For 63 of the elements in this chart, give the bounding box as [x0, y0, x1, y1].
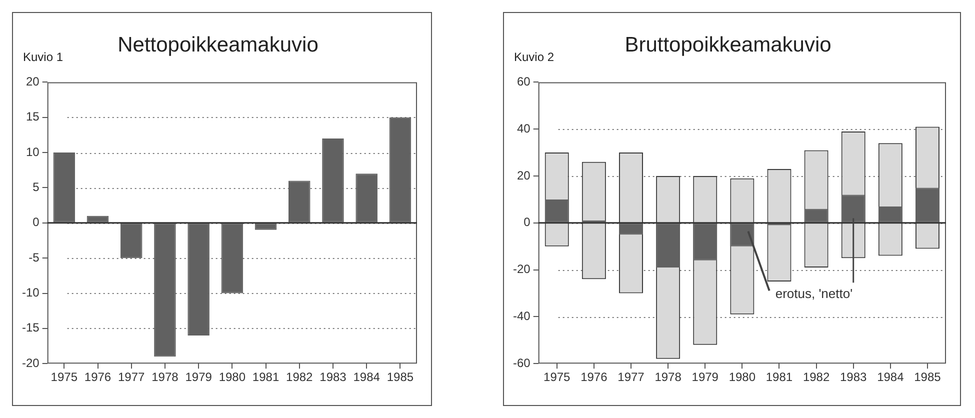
chart-subtitle: Kuvio 1 — [23, 50, 64, 64]
y-tick-label: 20 — [26, 74, 40, 89]
y-tick-label: -10 — [22, 286, 40, 300]
y-tick-label: 0 — [524, 215, 531, 230]
y-tick-label: 60 — [516, 74, 531, 89]
bar — [915, 188, 940, 222]
y-tick-label: -40 — [513, 309, 531, 324]
y-tick-label: -15 — [22, 320, 40, 335]
bar — [693, 223, 718, 260]
x-tick-label: 1981 — [766, 370, 793, 384]
x-tick-label: 1983 — [840, 370, 868, 384]
x-tick-label: 1977 — [618, 370, 645, 384]
bar — [322, 138, 344, 222]
y-tick-label: 5 — [32, 180, 40, 194]
bar — [656, 223, 680, 268]
y-tick-label: -5 — [28, 250, 40, 264]
y-tick-label: 10 — [26, 144, 40, 159]
bar — [841, 194, 866, 222]
x-tick-label: 1978 — [152, 370, 179, 384]
x-tick-label: 1976 — [580, 370, 608, 384]
chart-subtitle: Kuvio 2 — [514, 50, 554, 64]
x-tick-label: 1985 — [386, 370, 414, 384]
bar — [53, 152, 76, 222]
bar — [356, 174, 378, 222]
x-tick-label: 1977 — [118, 370, 146, 384]
x-tick-label: 1976 — [84, 370, 112, 384]
x-tick-label: 1982 — [286, 370, 314, 384]
bar — [221, 223, 244, 294]
x-tick-label: 1984 — [353, 370, 380, 384]
x-tick-label: 1984 — [877, 370, 904, 384]
x-tick-label: 1979 — [185, 370, 212, 384]
bar — [389, 117, 412, 222]
x-tick-label: 1985 — [914, 370, 942, 384]
x-tick-label: 1979 — [692, 370, 719, 384]
bar — [188, 223, 210, 336]
y-tick-label: -20 — [22, 356, 40, 370]
y-tick-label: 15 — [26, 110, 40, 124]
x-tick-label: 1983 — [320, 370, 347, 384]
x-tick-label: 1982 — [802, 370, 830, 384]
bar — [544, 199, 569, 222]
chart-title: Nettopoikkeamakuvio — [118, 33, 318, 56]
y-tick-label: 20 — [516, 168, 531, 182]
y-tick-label: -60 — [513, 356, 531, 370]
bar — [730, 223, 754, 246]
annotation: erotus, 'netto' — [775, 286, 853, 302]
x-tick-label: 1975 — [544, 370, 571, 384]
y-tick-label: 40 — [516, 121, 531, 136]
x-tick-label: 1975 — [50, 370, 78, 384]
x-tick-label: 1980 — [728, 370, 756, 384]
x-tick-label: 1978 — [654, 370, 682, 384]
bar — [154, 223, 176, 357]
y-tick-label: 0 — [32, 215, 40, 230]
bar — [86, 216, 109, 222]
x-tick-label: 1981 — [252, 370, 280, 384]
bar — [288, 180, 310, 222]
x-tick-label: 1980 — [218, 370, 246, 384]
bar — [120, 223, 142, 258]
chart-title: Bruttopoikkeamakuvio — [624, 33, 832, 56]
y-tick-label: -20 — [513, 262, 531, 276]
bar — [254, 223, 277, 230]
bar — [618, 223, 643, 235]
bar — [804, 208, 828, 222]
bar — [878, 206, 902, 222]
